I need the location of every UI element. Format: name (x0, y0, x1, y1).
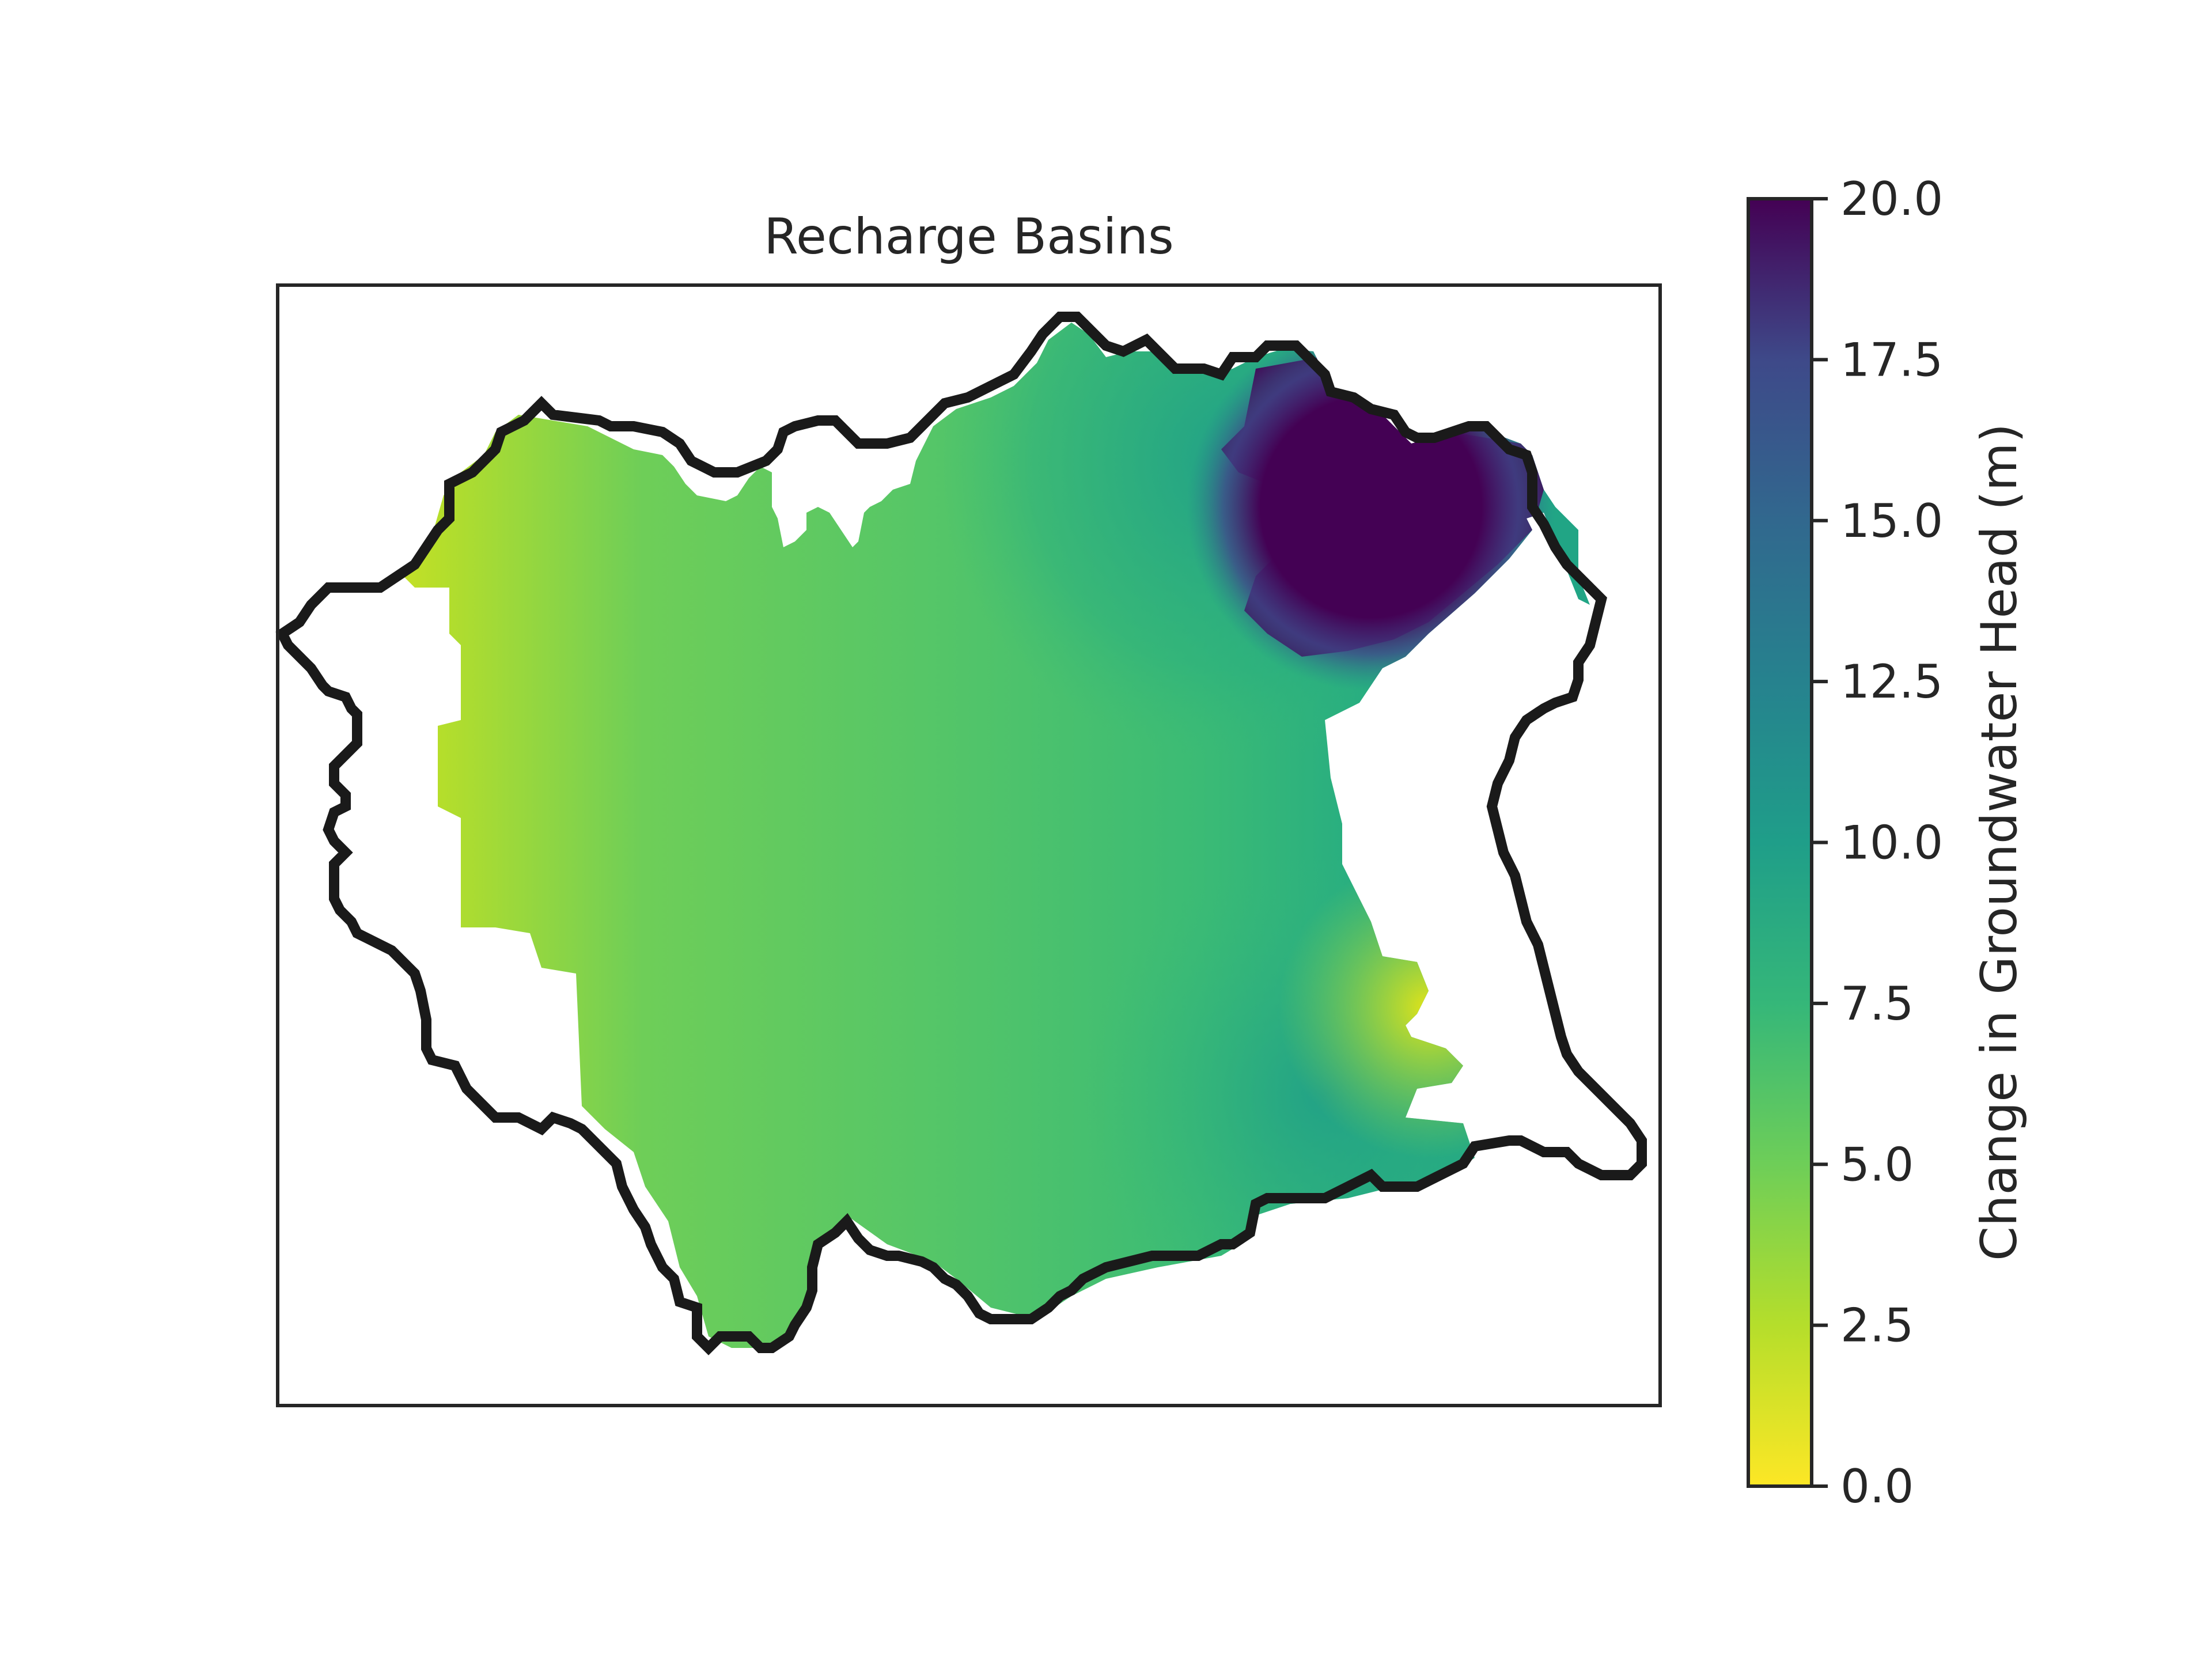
colorbar: 0.0 2.5 5.0 7.5 10.0 12.5 15.0 17.5 20.0 Change … (1747, 172, 2028, 1513)
colorbar-tick-label: 7.5 (1840, 977, 1914, 1031)
chart-title: Recharge Basins (764, 208, 1174, 266)
colorbar-tick-label: 2.5 (1840, 1299, 1914, 1353)
heatmap-axes: Recharge Basins (275, 208, 1662, 1407)
colorbar-tick-label: 0.0 (1840, 1460, 1914, 1513)
colorbar-tick-label: 17.5 (1840, 333, 1943, 387)
colorbar-tick-label: 15.0 (1840, 494, 1943, 548)
colorbar-tick-label: 12.5 (1840, 655, 1943, 709)
colorbar-tick-label: 10.0 (1840, 816, 1943, 870)
colorbar-gradient (1747, 197, 1813, 1488)
axes-frame (276, 283, 1662, 1407)
colorbar-label: Change in Groundwater Head (m) (1971, 423, 2028, 1261)
colorbar-tick-label: 5.0 (1840, 1138, 1914, 1191)
colorbar-ticks: 0.0 2.5 5.0 7.5 10.0 12.5 15.0 17.5 20.0 (1812, 172, 1943, 1513)
colorbar-tick-label: 20.0 (1840, 172, 1943, 226)
heatmap-field (403, 323, 1590, 1348)
basin-boundary (275, 312, 1647, 1355)
